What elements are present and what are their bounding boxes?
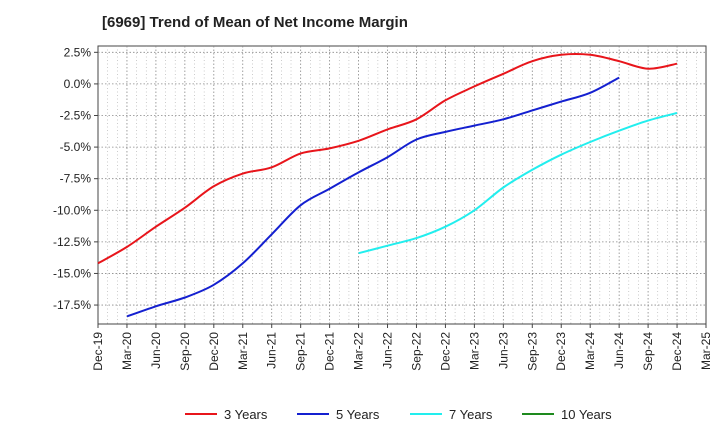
plot-area bbox=[97, 45, 707, 325]
legend: 3 Years 5 Years 7 Years 10 Years bbox=[185, 407, 612, 422]
x-tick-label: Jun-20 bbox=[149, 332, 163, 369]
chart-title: [6969] Trend of Mean of Net Income Margi… bbox=[102, 14, 408, 31]
x-tick-label: Sep-22 bbox=[409, 332, 423, 371]
x-tick-label: Mar-20 bbox=[120, 332, 134, 370]
y-tick-label: -10.0% bbox=[53, 203, 91, 217]
x-axis: Dec-19 Mar-20 Jun-20 Sep-20 Dec-20 Mar-21 Jun-… bbox=[91, 324, 713, 371]
series-line-5-years bbox=[126, 76, 620, 318]
x-tick-label: Jun-22 bbox=[381, 332, 395, 369]
x-tick-label: Jun-23 bbox=[496, 332, 510, 369]
x-tick-label: Mar-23 bbox=[467, 332, 481, 370]
x-tick-label: Dec-23 bbox=[554, 332, 568, 371]
x-tick-label: Mar-24 bbox=[583, 332, 597, 370]
x-tick-label: Sep-20 bbox=[178, 332, 192, 371]
x-tick-label: Dec-21 bbox=[323, 332, 337, 371]
legend-label-10-years: 10 Years bbox=[561, 407, 612, 422]
legend-label-5-years: 5 Years bbox=[336, 407, 380, 422]
x-tick-label: Mar-21 bbox=[236, 332, 250, 370]
y-tick-label: -5.0% bbox=[60, 140, 92, 154]
x-tick-label: Sep-23 bbox=[525, 332, 539, 371]
series-line-7-years bbox=[358, 112, 678, 255]
x-tick-label: Jun-21 bbox=[265, 332, 279, 369]
x-tick-label: Dec-20 bbox=[207, 332, 221, 371]
x-tick-label: Dec-22 bbox=[438, 332, 452, 371]
y-tick-label: -17.5% bbox=[53, 298, 91, 312]
plot-frame bbox=[97, 45, 707, 325]
legend-label-3-years: 3 Years bbox=[224, 407, 268, 422]
x-tick-label: Mar-25 bbox=[699, 332, 713, 370]
x-tick-label: Dec-24 bbox=[670, 332, 684, 371]
x-tick-label: Jun-24 bbox=[612, 332, 626, 369]
x-tick-label: Sep-24 bbox=[641, 332, 655, 371]
series-lines bbox=[97, 53, 678, 318]
x-tick-label: Sep-21 bbox=[294, 332, 308, 371]
x-tick-label: Dec-19 bbox=[91, 332, 105, 371]
y-tick-label: -12.5% bbox=[53, 235, 91, 249]
y-tick-label: -2.5% bbox=[60, 109, 92, 123]
y-tick-label: 2.5% bbox=[64, 45, 92, 59]
y-tick-label: 0.0% bbox=[64, 77, 92, 91]
y-axis: 2.5% 0.0% -2.5% -5.0% -7.5% -10.0% -12.5% -15.0… bbox=[53, 45, 98, 312]
y-tick-label: -15.0% bbox=[53, 266, 91, 280]
series-line-3-years bbox=[97, 53, 678, 265]
y-tick-label: -7.5% bbox=[60, 172, 92, 186]
x-tick-label: Mar-22 bbox=[352, 332, 366, 370]
legend-label-7-years: 7 Years bbox=[449, 407, 493, 422]
